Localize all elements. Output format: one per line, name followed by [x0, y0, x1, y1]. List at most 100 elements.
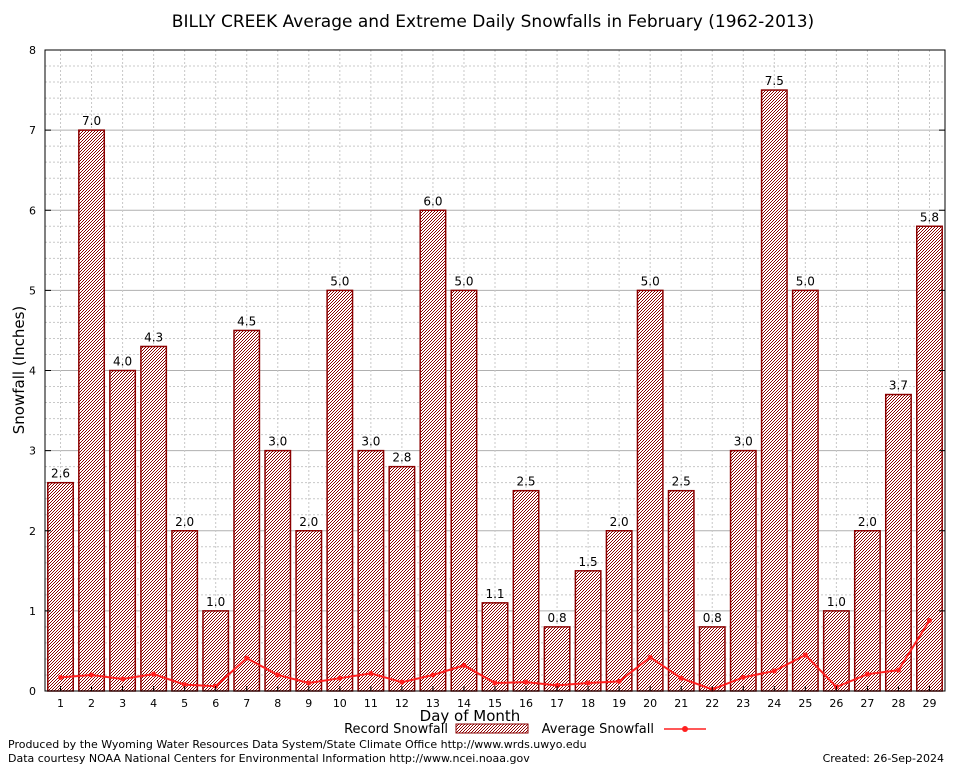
bar-value-label: 5.0: [454, 274, 473, 288]
record-bar: [698, 626, 726, 692]
bar-value-label: 2.5: [672, 475, 691, 489]
record-bar: [853, 530, 881, 692]
x-tick-label: 23: [736, 697, 750, 710]
x-tick-label: 22: [705, 697, 719, 710]
average-point: [647, 654, 653, 660]
x-tick-label: 27: [860, 697, 874, 710]
bar-value-label: 2.8: [392, 451, 411, 465]
x-tick-label: 19: [612, 697, 626, 710]
bar-value-label: 2.5: [516, 475, 535, 489]
average-point: [368, 670, 374, 676]
record-bar: [78, 129, 106, 692]
footer-produced-by: Produced by the Wyoming Water Resources …: [8, 738, 587, 751]
footer-data-courtesy: Data courtesy NOAA National Centers for …: [8, 752, 530, 765]
average-point: [740, 674, 746, 680]
bar-value-label: 2.0: [299, 515, 318, 529]
bar-value-label: 0.8: [703, 611, 722, 625]
bar-value-labels: 2.6 7.0 4.0 4.3 2.0 1.0 4.5 3.0 2.0 5.0 3.0 2.8 6.0 5…: [51, 74, 939, 625]
average-point: [802, 652, 808, 658]
x-tick-label: 8: [274, 697, 281, 710]
x-tick-label: 16: [519, 697, 533, 710]
average-point: [616, 678, 622, 684]
x-tick-label: 20: [643, 697, 657, 710]
bar-value-label: 1.1: [485, 587, 504, 601]
average-point: [771, 668, 777, 674]
bar-value-label: 3.0: [268, 435, 287, 449]
record-bar: [574, 570, 602, 692]
bar-value-label: 7.0: [82, 114, 101, 128]
record-bar: [729, 449, 757, 692]
bar-value-label: 3.7: [889, 379, 908, 393]
average-point: [182, 682, 188, 688]
record-bar: [357, 449, 385, 692]
x-tick-label: 6: [212, 697, 219, 710]
average-point: [151, 671, 157, 677]
legend-average-label: Average Snowfall: [542, 722, 654, 737]
x-tick-label: 21: [674, 697, 688, 710]
average-point: [120, 676, 126, 682]
x-tick-label: 7: [243, 697, 250, 710]
record-bar: [47, 481, 74, 692]
x-tick-label: 26: [829, 697, 843, 710]
record-bar: [543, 626, 571, 692]
record-bar: [388, 465, 416, 692]
average-point: [585, 680, 591, 686]
average-point: [926, 617, 932, 623]
bar-series: [47, 89, 943, 692]
bar-value-label: 6.0: [423, 194, 442, 208]
y-tick-label: 8: [29, 44, 36, 57]
legend-record-label: Record Snowfall: [344, 722, 448, 737]
y-tick-label: 7: [29, 124, 36, 137]
x-tick-label: 17: [550, 697, 564, 710]
y-tick-label: 0: [29, 685, 36, 698]
bar-value-label: 4.5: [237, 314, 256, 328]
record-bar: [667, 489, 695, 692]
x-tick-label: 13: [426, 697, 440, 710]
x-tick-label: 28: [891, 697, 905, 710]
average-line-series: [58, 617, 932, 692]
average-point: [678, 675, 684, 681]
record-bar: [109, 369, 137, 692]
x-tick-label: 4: [150, 697, 157, 710]
average-point: [306, 680, 312, 686]
x-tick-label: 29: [922, 697, 936, 710]
x-axis-title: Day of Month: [420, 707, 521, 725]
average-point: [337, 675, 343, 681]
record-bar: [512, 489, 540, 692]
y-tick-label: 5: [29, 284, 36, 297]
x-tick-label: 11: [364, 697, 378, 710]
x-tick-label: 24: [767, 697, 781, 710]
y-axis-ticks: 0 1 2 3 4 5 6 7 8: [29, 44, 945, 698]
bar-value-label: 2.0: [858, 515, 877, 529]
x-tick-label: 18: [581, 697, 595, 710]
bar-value-label: 1.0: [206, 595, 225, 609]
footer-created-date: Created: 26-Sep-2024: [823, 752, 944, 765]
bar-value-label: 5.8: [920, 210, 939, 224]
y-tick-label: 2: [29, 525, 36, 538]
average-point: [275, 672, 281, 678]
bar-value-label: 3.0: [361, 435, 380, 449]
bar-value-label: 2.0: [175, 515, 194, 529]
record-bar: [264, 449, 292, 692]
record-bar: [605, 530, 633, 692]
y-tick-label: 6: [29, 204, 36, 217]
record-bar: [171, 530, 199, 692]
bar-value-label: 5.0: [641, 274, 660, 288]
record-bar: [140, 345, 168, 692]
legend-average-marker: [682, 726, 688, 732]
y-tick-label: 4: [29, 365, 36, 378]
record-bar: [419, 209, 447, 692]
record-bar: [884, 393, 912, 692]
bar-value-label: 5.0: [796, 274, 815, 288]
x-tick-label: 10: [333, 697, 347, 710]
bar-value-label: 1.5: [579, 555, 598, 569]
record-bar: [916, 225, 943, 692]
bar-value-label: 2.6: [51, 467, 70, 481]
x-tick-label: 2: [88, 697, 95, 710]
bar-value-label: 5.0: [330, 274, 349, 288]
bar-value-label: 1.0: [827, 595, 846, 609]
y-tick-label: 3: [29, 445, 36, 458]
bar-value-label: 0.8: [548, 611, 567, 625]
x-tick-label: 25: [798, 697, 812, 710]
